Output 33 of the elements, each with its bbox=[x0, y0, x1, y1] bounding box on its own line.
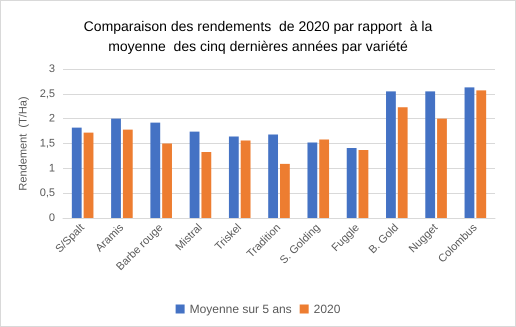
bar bbox=[476, 90, 486, 218]
bar bbox=[240, 140, 251, 218]
bar bbox=[425, 91, 436, 218]
chart-title: Comparaison des rendements de 2020 par rapport à la moyenne des cinq dernières années par variété bbox=[84, 18, 433, 54]
bar bbox=[319, 140, 330, 218]
y-tick-label: 1,5 bbox=[40, 138, 55, 150]
legend-label: Moyenne sur 5 ans bbox=[190, 302, 292, 316]
bar bbox=[346, 148, 357, 218]
bar bbox=[111, 118, 121, 218]
bar bbox=[437, 118, 447, 218]
y-tick-label: 1 bbox=[48, 162, 55, 174]
y-tick-label: 0,5 bbox=[40, 187, 55, 200]
bar bbox=[201, 152, 212, 218]
bar bbox=[268, 134, 278, 218]
bar bbox=[190, 132, 200, 218]
bar bbox=[307, 142, 318, 218]
y-tick-label: 2 bbox=[48, 112, 55, 125]
bar bbox=[464, 87, 474, 218]
legend-label: 2020 bbox=[314, 302, 341, 316]
bar bbox=[398, 107, 408, 218]
y-axis-title: Rendement (T/Ha) bbox=[17, 96, 30, 191]
bar bbox=[84, 132, 94, 218]
bar bbox=[122, 130, 133, 218]
bar bbox=[358, 150, 368, 218]
bar bbox=[228, 136, 239, 218]
y-tick-label: 3 bbox=[48, 63, 55, 75]
y-tick-label: 0 bbox=[48, 212, 55, 224]
y-tick-label: 2,5 bbox=[40, 88, 55, 100]
bar bbox=[150, 122, 160, 218]
bar bbox=[280, 164, 290, 218]
bar bbox=[386, 91, 396, 218]
bar bbox=[162, 144, 172, 218]
bar bbox=[72, 128, 82, 218]
